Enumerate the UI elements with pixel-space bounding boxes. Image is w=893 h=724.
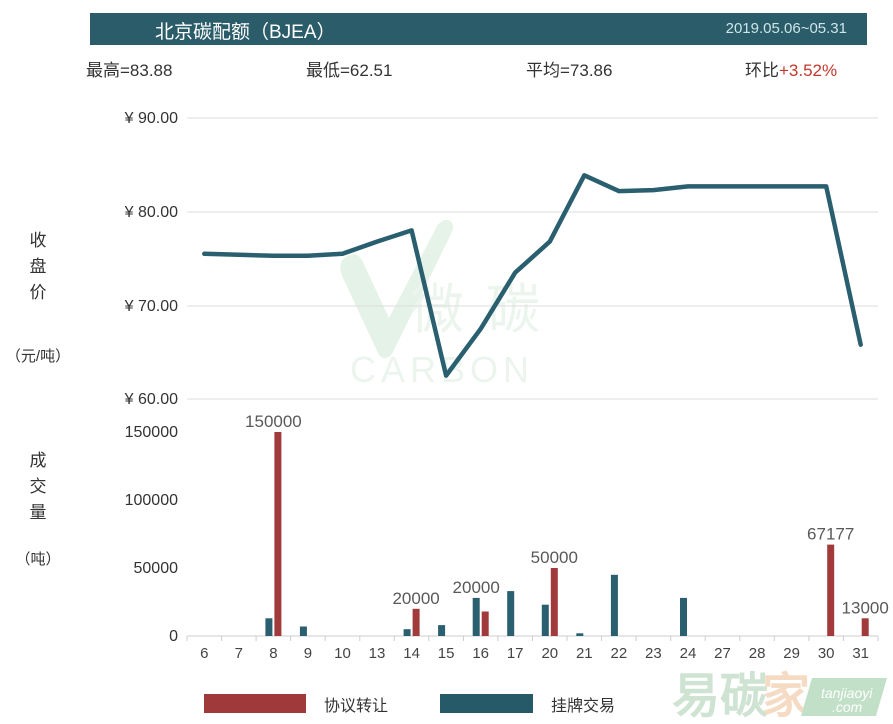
svg-text:23: 23 <box>645 645 662 662</box>
svg-text:¥ 90.00: ¥ 90.00 <box>124 110 178 127</box>
svg-text:150000: 150000 <box>245 412 302 431</box>
svg-text:150000: 150000 <box>125 424 178 441</box>
svg-text:10: 10 <box>334 645 351 662</box>
svg-text:100000: 100000 <box>125 492 178 509</box>
svg-text:21: 21 <box>576 645 593 662</box>
svg-text:¥ 80.00: ¥ 80.00 <box>124 204 178 221</box>
svg-text:14: 14 <box>403 645 420 662</box>
svg-text:9: 9 <box>304 645 312 662</box>
svg-text:20: 20 <box>541 645 558 662</box>
svg-text:22: 22 <box>611 645 628 662</box>
svg-text:7: 7 <box>235 645 243 662</box>
svg-text:15: 15 <box>438 645 455 662</box>
svg-text:16: 16 <box>472 645 489 662</box>
svg-text:20000: 20000 <box>453 578 500 597</box>
svg-text:27: 27 <box>714 645 731 662</box>
svg-text:易碳: 易碳 <box>672 670 769 723</box>
svg-text:¥ 60.00: ¥ 60.00 <box>124 391 178 408</box>
svg-text:17: 17 <box>507 645 524 662</box>
svg-text:8: 8 <box>269 645 277 662</box>
svg-text:24: 24 <box>680 645 697 662</box>
svg-text:13000: 13000 <box>842 598 889 617</box>
svg-text:20000: 20000 <box>392 589 439 608</box>
svg-text:50000: 50000 <box>531 548 578 567</box>
svg-text:50000: 50000 <box>134 560 179 577</box>
svg-text:30: 30 <box>818 645 835 662</box>
svg-text:6: 6 <box>200 645 208 662</box>
svg-text:¥ 70.00: ¥ 70.00 <box>124 298 178 315</box>
svg-text:.com: .com <box>832 699 863 715</box>
svg-text:0: 0 <box>169 628 178 645</box>
svg-text:28: 28 <box>749 645 766 662</box>
svg-text:31: 31 <box>852 645 869 662</box>
svg-text:13: 13 <box>369 645 386 662</box>
svg-text:29: 29 <box>783 645 800 662</box>
svg-text:67177: 67177 <box>807 525 854 544</box>
